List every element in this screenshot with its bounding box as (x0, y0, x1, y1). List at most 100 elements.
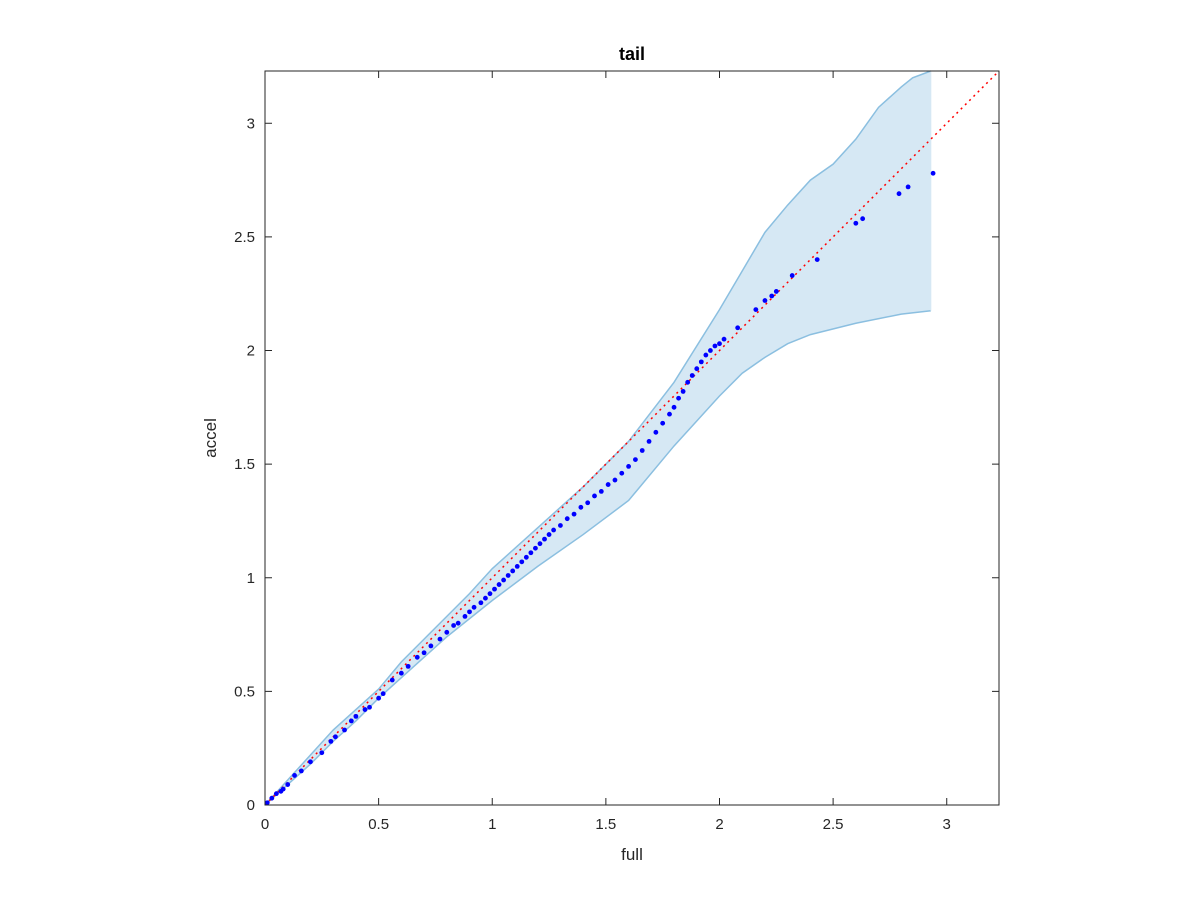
data-point (660, 420, 666, 426)
data-point (428, 643, 434, 649)
data-point (703, 352, 709, 358)
data-point (546, 532, 552, 537)
data-point (462, 613, 468, 619)
data-point (605, 482, 611, 487)
y-tick-label: 0 (247, 797, 255, 814)
data-point (444, 629, 450, 635)
data-point (478, 600, 484, 606)
data-point (487, 591, 493, 597)
data-point (558, 523, 563, 528)
data-point (685, 379, 691, 385)
data-point (694, 366, 700, 372)
y-tick-label: 2 (247, 343, 255, 360)
x-tick-label: 0.5 (368, 816, 389, 833)
data-point (376, 695, 382, 701)
data-point (451, 623, 457, 628)
data-point (405, 663, 411, 669)
x-tick-label: 0 (261, 816, 269, 833)
data-point (789, 273, 795, 278)
data-point (707, 348, 713, 353)
data-point (471, 604, 477, 610)
plot-area (264, 70, 1000, 806)
data-point (398, 670, 404, 676)
data-point (542, 536, 547, 542)
y-tick-label: 3 (247, 115, 255, 132)
data-point (592, 493, 597, 499)
chart-title: tail (619, 44, 645, 64)
data-point (319, 750, 325, 756)
data-point (389, 677, 395, 683)
data-point (501, 577, 507, 583)
axes-box (264, 70, 1000, 806)
data-point (414, 654, 420, 660)
data-point (667, 411, 672, 417)
data-point (612, 477, 618, 483)
data-point (273, 791, 279, 797)
data-point (860, 216, 866, 222)
data-point (814, 257, 820, 263)
data-point (519, 559, 525, 565)
x-tick-label: 3 (943, 816, 951, 833)
x-tick-label: 1.5 (595, 816, 616, 833)
data-point (698, 359, 704, 365)
data-point (328, 738, 334, 744)
data-point (735, 325, 741, 331)
data-point (619, 470, 625, 476)
data-point (492, 586, 497, 592)
data-point (721, 336, 727, 342)
data-point (353, 713, 359, 719)
x-tick-label: 2.5 (823, 816, 844, 833)
data-point (514, 563, 520, 569)
data-point (264, 800, 270, 806)
data-point (689, 373, 695, 378)
data-point (496, 582, 502, 587)
data-point (280, 786, 286, 792)
data-point (362, 707, 368, 712)
y-axis-label: accel (201, 418, 220, 458)
data-point (626, 464, 631, 469)
data-point (551, 527, 557, 533)
data-point (578, 504, 584, 510)
data-point (905, 184, 911, 190)
data-point (896, 191, 902, 197)
data-point (269, 795, 275, 801)
data-point (467, 609, 472, 615)
x-tick-label: 2 (715, 816, 723, 833)
data-point (712, 343, 718, 349)
x-axis-label: full (621, 845, 643, 864)
data-point (646, 439, 652, 444)
data-point (633, 457, 638, 462)
data-point (437, 636, 443, 642)
data-point (523, 554, 529, 560)
y-tick-label: 0.5 (234, 683, 255, 700)
data-point (762, 298, 768, 303)
data-point (717, 341, 722, 347)
data-point (571, 511, 577, 517)
band-upper-edge (264, 70, 932, 806)
y-tick-label: 2.5 (234, 229, 255, 246)
data-point (380, 691, 386, 697)
data-point (510, 568, 516, 574)
band-lower-edge (264, 309, 931, 806)
y-tick-label: 1.5 (234, 456, 255, 473)
confidence-band (265, 71, 931, 805)
data-point (342, 727, 347, 733)
data-point (292, 773, 297, 778)
data-point (598, 489, 604, 494)
data-point (505, 573, 511, 578)
data-point (285, 782, 291, 787)
data-point (676, 395, 681, 401)
data-point (564, 516, 570, 522)
data-point (671, 404, 677, 410)
data-point (333, 734, 338, 740)
data-point (773, 289, 779, 294)
data-point (769, 293, 775, 299)
axes: 0 0.5 1 1.5 2 2.5 3 0 0.5 1 1.5 2 2.5 3 (234, 70, 1000, 833)
x-tick-label: 1 (488, 816, 496, 833)
data-point (639, 448, 645, 453)
data-point (753, 307, 759, 313)
data-point (533, 545, 538, 551)
data-point (308, 759, 313, 765)
data-point (455, 620, 461, 626)
